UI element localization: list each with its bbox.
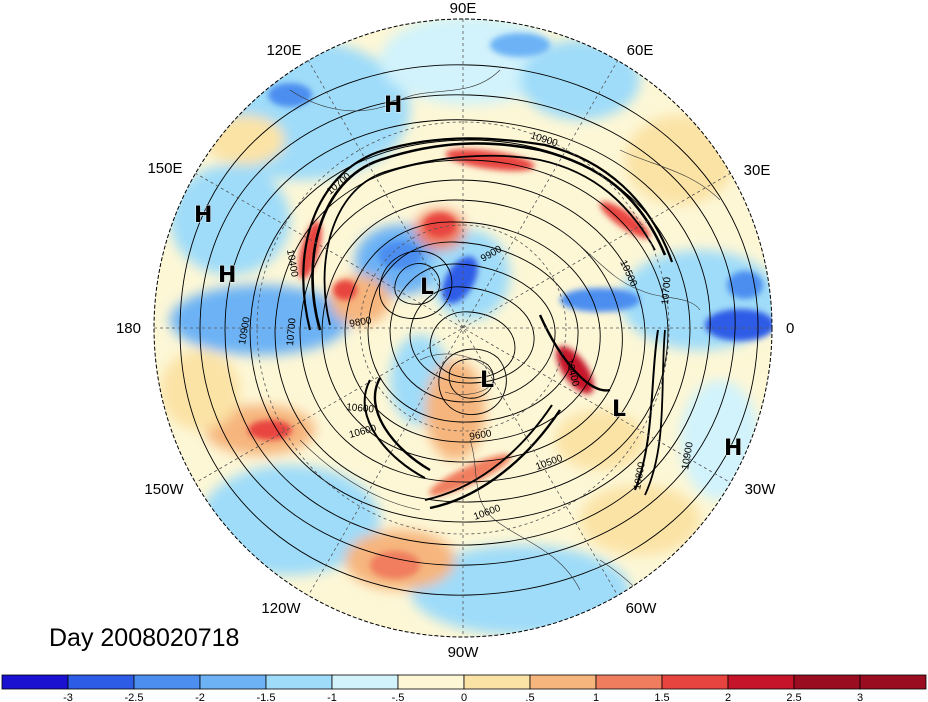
contour-label: 10700 [285, 317, 298, 346]
lon-label-150e: 150E [147, 160, 182, 177]
colorbar-tick-label: -.5 [392, 692, 405, 702]
high-pressure-marker: H [384, 93, 402, 118]
colorbar-tick-label: -3 [63, 692, 73, 702]
colorbar-box [265, 674, 333, 690]
lon-label-0: 0 [786, 320, 794, 337]
pressure-center-markers: H H H L L L H [194, 93, 743, 462]
lon-label-120e: 120E [266, 42, 301, 59]
lon-label-180: 180 [116, 320, 141, 337]
lon-label-90w: 90W [448, 644, 480, 661]
contour-label: 10400 [284, 249, 300, 279]
colorbar-tick-label: 2.5 [786, 692, 801, 702]
colorbar: -3 -2.5 -2 -1.5 -1 -.5 0 .5 1 1.5 2 2.5 3 [1, 674, 927, 702]
map-boundary [153, 18, 773, 638]
colorbar-tick-label: 1 [593, 692, 599, 702]
high-pressure-marker: H [724, 436, 742, 461]
contour-label: 10800 [632, 461, 648, 491]
colorbar-tick-label: 3 [857, 692, 863, 702]
lon-label-150w: 150W [144, 481, 184, 498]
colorbar-tick-label: -1.5 [257, 692, 276, 702]
lon-label-60w: 60W [626, 600, 658, 617]
colorbar-box [595, 674, 663, 690]
colorbar-box [463, 674, 531, 690]
colorbar-box [67, 674, 135, 690]
colorbar-tick-label: .5 [525, 692, 534, 702]
high-pressure-marker: H [218, 263, 236, 288]
colorbar-box [1, 674, 69, 690]
colorbar-box [397, 674, 465, 690]
colorbar-box [793, 674, 861, 690]
colorbar-box [529, 674, 597, 690]
lon-label-60e: 60E [627, 42, 654, 59]
longitude-labels: 90E 60E 30E 0 30W 60W 90W 120W 150W 180 … [116, 0, 794, 661]
lon-label-30w: 30W [745, 481, 777, 498]
colorbar-box [727, 674, 795, 690]
graticule [154, 19, 772, 637]
low-pressure-marker: L [480, 368, 494, 393]
contour-label: 9600 [469, 428, 493, 443]
colorbar-tick-label: 2 [725, 692, 731, 702]
low-pressure-marker: L [612, 397, 626, 422]
colorbar-box [331, 674, 399, 690]
colorbar-tick-label: 0 [461, 692, 467, 702]
colorbar-box [859, 674, 927, 690]
contour-label: 10600 [346, 402, 375, 415]
colorbar-tick-label: 1.5 [654, 692, 669, 702]
height-contours [179, 64, 759, 596]
colorbar-tick-label: -2.5 [125, 692, 144, 702]
colorbar-tick-label: -1 [327, 692, 337, 702]
low-pressure-marker: L [420, 275, 434, 300]
lon-label-30e: 30E [744, 162, 771, 179]
high-pressure-marker: H [194, 203, 212, 228]
lon-label-120w: 120W [261, 600, 301, 617]
contour-label: 10900 [680, 441, 696, 471]
jet-stream-contours [302, 137, 674, 510]
contour-label: 10700 [660, 276, 673, 305]
contour-label: 10900 [237, 316, 253, 346]
colorbar-box [199, 674, 267, 690]
day-label: Day 2008020718 [49, 624, 239, 652]
colorbar-box [661, 674, 729, 690]
contour-label: 9800 [349, 315, 373, 330]
colorbar-box [133, 674, 201, 690]
lon-label-90e: 90E [450, 0, 477, 17]
colorbar-tick-label: -2 [195, 692, 205, 702]
